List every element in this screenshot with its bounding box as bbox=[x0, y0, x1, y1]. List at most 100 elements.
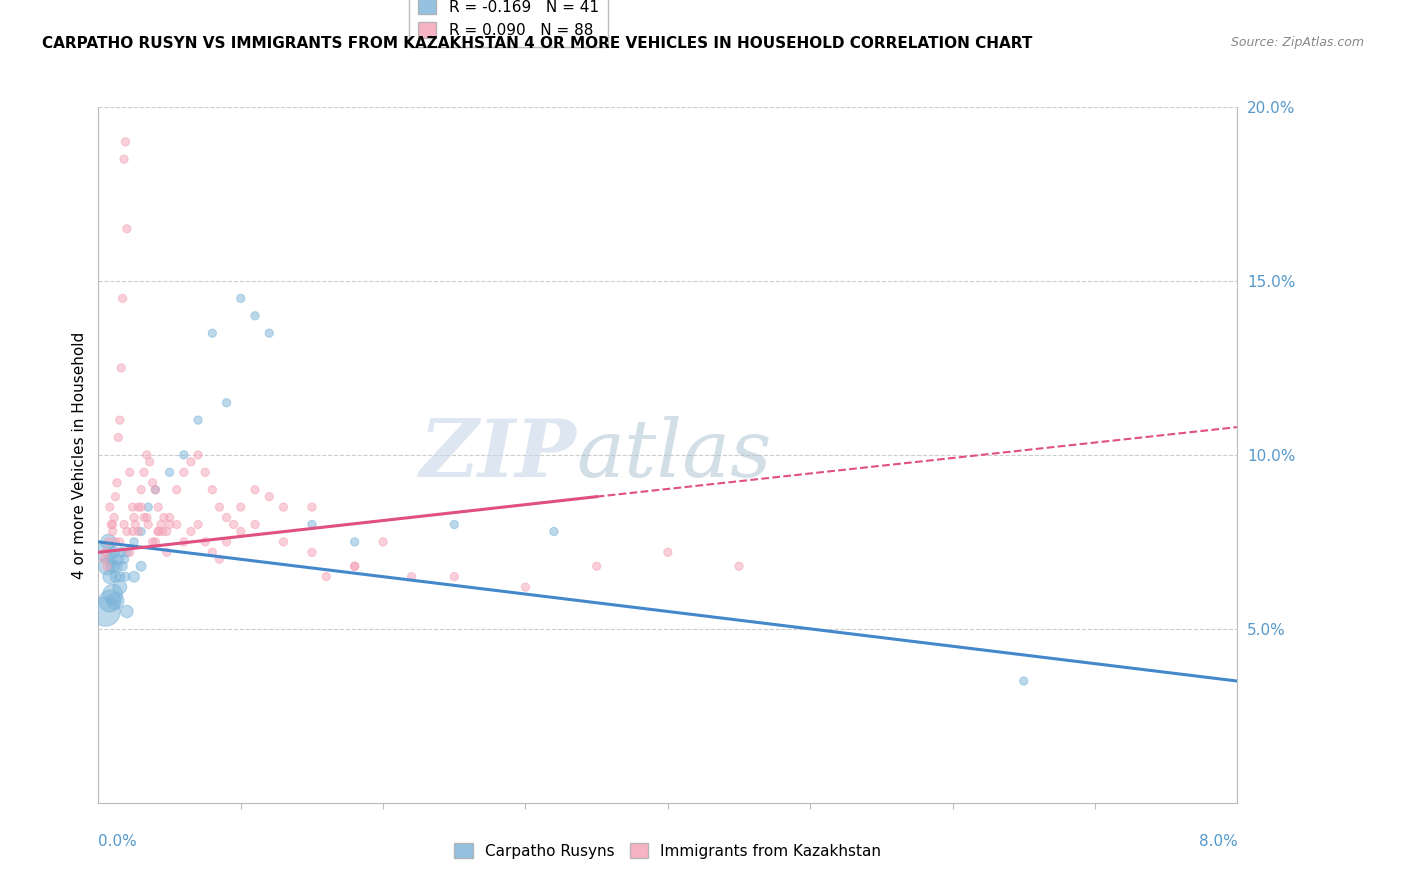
Y-axis label: 4 or more Vehicles in Household: 4 or more Vehicles in Household bbox=[72, 331, 87, 579]
Point bbox=[112, 152, 135, 166]
Text: 8.0%: 8.0% bbox=[1198, 834, 1237, 849]
Point bbox=[401, 570, 423, 584]
Point bbox=[107, 552, 129, 566]
Point bbox=[105, 475, 128, 490]
Point bbox=[208, 500, 231, 514]
Point bbox=[101, 517, 124, 532]
Point bbox=[135, 448, 157, 462]
Point bbox=[129, 524, 152, 539]
Point bbox=[153, 510, 176, 524]
Point bbox=[122, 534, 145, 549]
Text: Source: ZipAtlas.com: Source: ZipAtlas.com bbox=[1230, 36, 1364, 49]
Point bbox=[156, 545, 179, 559]
Point bbox=[97, 534, 120, 549]
Point bbox=[129, 483, 152, 497]
Point bbox=[118, 545, 141, 559]
Point bbox=[118, 466, 141, 480]
Point bbox=[148, 500, 170, 514]
Point bbox=[180, 455, 202, 469]
Point bbox=[215, 395, 238, 409]
Point bbox=[108, 534, 131, 549]
Point bbox=[1012, 674, 1035, 689]
Point bbox=[145, 483, 167, 497]
Point bbox=[371, 534, 394, 549]
Point bbox=[101, 587, 124, 601]
Point bbox=[101, 524, 124, 539]
Point bbox=[115, 545, 138, 559]
Point bbox=[201, 483, 224, 497]
Point bbox=[657, 545, 679, 559]
Point bbox=[187, 413, 209, 427]
Point bbox=[215, 534, 238, 549]
Point bbox=[135, 510, 157, 524]
Point bbox=[229, 524, 252, 539]
Point bbox=[259, 490, 281, 504]
Point bbox=[166, 483, 188, 497]
Point bbox=[301, 500, 323, 514]
Point bbox=[136, 517, 159, 532]
Legend: Carpatho Rusyns, Immigrants from Kazakhstan: Carpatho Rusyns, Immigrants from Kazakhs… bbox=[449, 837, 887, 864]
Text: atlas: atlas bbox=[576, 417, 772, 493]
Point bbox=[96, 559, 118, 574]
Point bbox=[515, 580, 537, 594]
Point bbox=[101, 559, 124, 574]
Point bbox=[114, 135, 136, 149]
Point bbox=[243, 483, 266, 497]
Point bbox=[96, 559, 118, 574]
Point bbox=[173, 466, 195, 480]
Point bbox=[443, 517, 465, 532]
Point bbox=[104, 570, 127, 584]
Point bbox=[121, 524, 143, 539]
Point bbox=[122, 510, 145, 524]
Point bbox=[201, 545, 224, 559]
Point bbox=[100, 552, 122, 566]
Point bbox=[194, 534, 217, 549]
Text: ZIP: ZIP bbox=[420, 417, 576, 493]
Point bbox=[138, 455, 160, 469]
Text: 0.0%: 0.0% bbox=[98, 834, 138, 849]
Point bbox=[201, 326, 224, 341]
Point bbox=[273, 500, 295, 514]
Point bbox=[108, 413, 131, 427]
Point bbox=[215, 510, 238, 524]
Point bbox=[127, 524, 149, 539]
Point bbox=[93, 552, 115, 566]
Point bbox=[173, 534, 195, 549]
Point bbox=[301, 517, 323, 532]
Point bbox=[98, 500, 121, 514]
Point bbox=[343, 559, 366, 574]
Point bbox=[543, 524, 565, 539]
Point bbox=[97, 534, 120, 549]
Point bbox=[273, 534, 295, 549]
Point bbox=[343, 534, 366, 549]
Point bbox=[112, 552, 135, 566]
Point bbox=[148, 524, 170, 539]
Point bbox=[103, 545, 125, 559]
Point bbox=[145, 534, 167, 549]
Point bbox=[107, 430, 129, 444]
Point bbox=[115, 605, 138, 619]
Point bbox=[145, 483, 167, 497]
Point bbox=[148, 524, 170, 539]
Point bbox=[229, 500, 252, 514]
Point bbox=[100, 517, 122, 532]
Point bbox=[243, 517, 266, 532]
Point bbox=[98, 594, 121, 608]
Point bbox=[105, 559, 128, 574]
Point bbox=[104, 534, 127, 549]
Point bbox=[110, 361, 132, 376]
Point bbox=[150, 517, 173, 532]
Point bbox=[194, 466, 217, 480]
Point bbox=[104, 490, 127, 504]
Point bbox=[229, 291, 252, 305]
Point bbox=[108, 580, 131, 594]
Point bbox=[124, 517, 146, 532]
Text: CARPATHO RUSYN VS IMMIGRANTS FROM KAZAKHSTAN 4 OR MORE VEHICLES IN HOUSEHOLD COR: CARPATHO RUSYN VS IMMIGRANTS FROM KAZAKH… bbox=[42, 36, 1032, 51]
Point bbox=[114, 570, 136, 584]
Point bbox=[141, 475, 163, 490]
Point bbox=[94, 545, 117, 559]
Point bbox=[159, 510, 181, 524]
Point bbox=[98, 570, 121, 584]
Point bbox=[111, 559, 134, 574]
Point bbox=[152, 524, 174, 539]
